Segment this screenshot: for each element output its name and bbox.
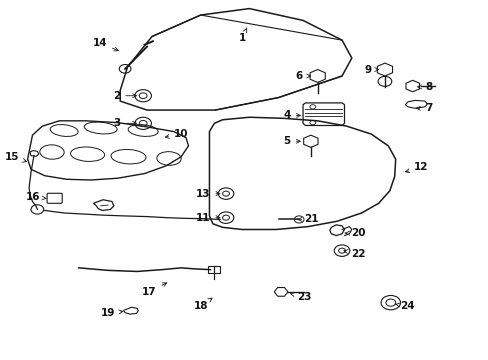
- Text: 2: 2: [113, 91, 136, 101]
- Text: 20: 20: [345, 228, 365, 238]
- Text: 24: 24: [394, 301, 414, 311]
- Text: 13: 13: [196, 189, 220, 199]
- Text: 22: 22: [343, 248, 365, 258]
- Text: 7: 7: [416, 103, 431, 113]
- Text: 4: 4: [283, 111, 300, 121]
- Text: 8: 8: [417, 82, 431, 92]
- Text: 1: 1: [238, 28, 246, 43]
- Text: 12: 12: [405, 162, 428, 173]
- Text: 16: 16: [26, 192, 46, 202]
- Text: 3: 3: [113, 118, 136, 128]
- Text: 11: 11: [196, 213, 220, 222]
- Text: 23: 23: [290, 292, 311, 302]
- Text: 15: 15: [5, 152, 26, 162]
- Text: 19: 19: [101, 309, 122, 318]
- Text: 14: 14: [92, 38, 118, 51]
- Text: 6: 6: [295, 71, 310, 81]
- Text: 9: 9: [364, 64, 378, 75]
- Text: 21: 21: [297, 215, 318, 224]
- Text: 5: 5: [283, 136, 300, 146]
- Text: 18: 18: [193, 298, 212, 311]
- Text: 17: 17: [142, 283, 166, 297]
- Text: 10: 10: [165, 130, 188, 139]
